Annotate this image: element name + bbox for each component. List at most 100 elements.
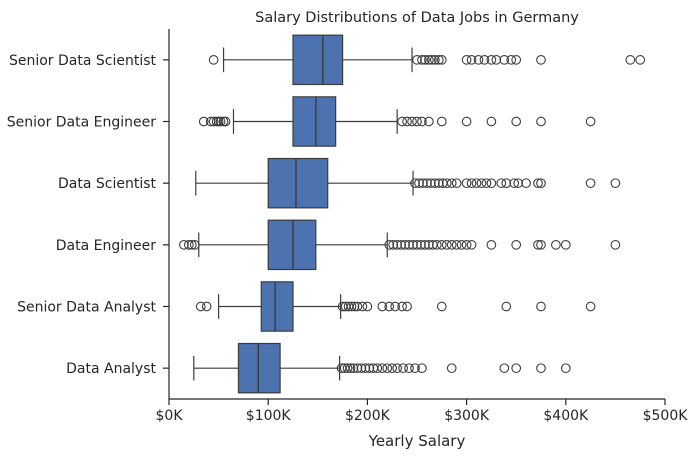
outlier-point xyxy=(417,116,427,127)
y-tick-label: Senior Data Scientist xyxy=(9,53,157,69)
outlier-point xyxy=(533,178,543,189)
outlier-point xyxy=(404,239,414,250)
x-tick-label: $0K xyxy=(156,408,184,424)
outlier-point xyxy=(396,239,406,250)
outlier-point xyxy=(346,301,357,312)
iqr-box xyxy=(237,342,281,394)
outlier-point xyxy=(471,178,482,189)
outlier-point xyxy=(536,178,546,189)
outlier-point xyxy=(486,178,497,189)
outlier-point xyxy=(560,239,571,250)
outlier-point xyxy=(511,363,522,374)
outlier-point xyxy=(536,363,546,374)
y-tick-label: Data Engineer xyxy=(56,238,156,254)
outlier-point xyxy=(513,178,524,189)
outlier-point xyxy=(499,363,510,374)
outlier-point xyxy=(412,54,422,65)
outlier-point xyxy=(360,363,371,374)
outlier-point xyxy=(585,116,596,127)
outlier-point xyxy=(430,54,440,65)
plot-area xyxy=(179,34,646,394)
outlier-point xyxy=(451,178,462,189)
outlier-point xyxy=(481,178,492,189)
x-axis-label: Yearly Salary xyxy=(368,432,466,450)
outlier-point xyxy=(384,239,395,250)
outlier-point xyxy=(357,301,368,312)
outlier-point xyxy=(352,301,363,312)
outlier-point xyxy=(433,178,444,189)
iqr-box xyxy=(267,157,329,209)
outlier-point xyxy=(506,54,517,65)
outlier-point xyxy=(348,363,359,374)
outlier-point xyxy=(220,116,231,127)
outlier-point xyxy=(499,54,510,65)
box-group xyxy=(198,96,596,147)
outlier-point xyxy=(585,178,596,189)
outlier-point xyxy=(384,301,395,312)
outlier-point xyxy=(486,239,497,250)
outlier-point xyxy=(496,178,507,189)
outlier-point xyxy=(402,116,412,127)
y-tick-label: Senior Data Engineer xyxy=(7,115,157,131)
x-tick-label: $400K xyxy=(543,408,589,424)
outlier-point xyxy=(466,178,477,189)
x-tick-label: $100K xyxy=(246,408,292,424)
outlier-point xyxy=(392,363,403,374)
outlier-point xyxy=(356,363,367,374)
outlier-point xyxy=(400,239,410,250)
outlier-point xyxy=(536,301,546,312)
outlier-point xyxy=(412,239,422,250)
outlier-point xyxy=(416,239,426,250)
outlier-point xyxy=(446,363,457,374)
outlier-point xyxy=(179,239,189,250)
outlier-point xyxy=(422,178,432,189)
outlier-point xyxy=(402,301,412,312)
outlier-point xyxy=(424,116,434,127)
outlier-point xyxy=(398,363,408,374)
outlier-point xyxy=(410,178,420,189)
outlier-point xyxy=(426,178,436,189)
outlier-point xyxy=(215,116,226,127)
outlier-point xyxy=(198,116,209,127)
outlier-point xyxy=(208,54,219,65)
outlier-point xyxy=(183,239,194,250)
outlier-point xyxy=(461,116,472,127)
outlier-point xyxy=(186,239,197,250)
outlier-point xyxy=(345,363,356,374)
outlier-point xyxy=(461,54,472,65)
outlier-point xyxy=(476,178,487,189)
outlier-point xyxy=(441,178,452,189)
outlier-point xyxy=(388,239,399,250)
outlier-point xyxy=(420,239,430,250)
box-group xyxy=(193,342,571,394)
outlier-point xyxy=(560,363,571,374)
y-tick-label: Data Scientist xyxy=(58,176,157,192)
chart-title: Salary Distributions of Data Jobs in Ger… xyxy=(255,10,579,26)
outlier-point xyxy=(382,363,393,374)
outlier-point xyxy=(466,54,477,65)
outlier-point xyxy=(208,116,219,127)
outlier-point xyxy=(479,54,490,65)
outlier-point xyxy=(352,363,363,374)
outlier-point xyxy=(486,54,497,65)
outlier-point xyxy=(377,301,388,312)
outlier-point xyxy=(473,54,484,65)
y-axis-ticks: Senior Data Scientist Senior Data Enginee… xyxy=(7,53,169,377)
outlier-point xyxy=(456,239,467,250)
outlier-point xyxy=(424,54,434,65)
iqr-box xyxy=(292,96,337,147)
x-tick-label: $200K xyxy=(345,408,391,424)
outlier-point xyxy=(342,363,353,374)
outlier-point xyxy=(407,116,417,127)
x-tick-label: $300K xyxy=(444,408,490,424)
outlier-point xyxy=(417,54,427,65)
outlier-point xyxy=(397,116,407,127)
outlier-point xyxy=(461,239,472,250)
outlier-point xyxy=(511,54,522,65)
outlier-point xyxy=(441,239,452,250)
outlier-point xyxy=(451,239,462,250)
box-group xyxy=(179,219,621,271)
outlier-point xyxy=(372,363,383,374)
outlier-point xyxy=(461,178,472,189)
outlier-point xyxy=(390,301,401,312)
